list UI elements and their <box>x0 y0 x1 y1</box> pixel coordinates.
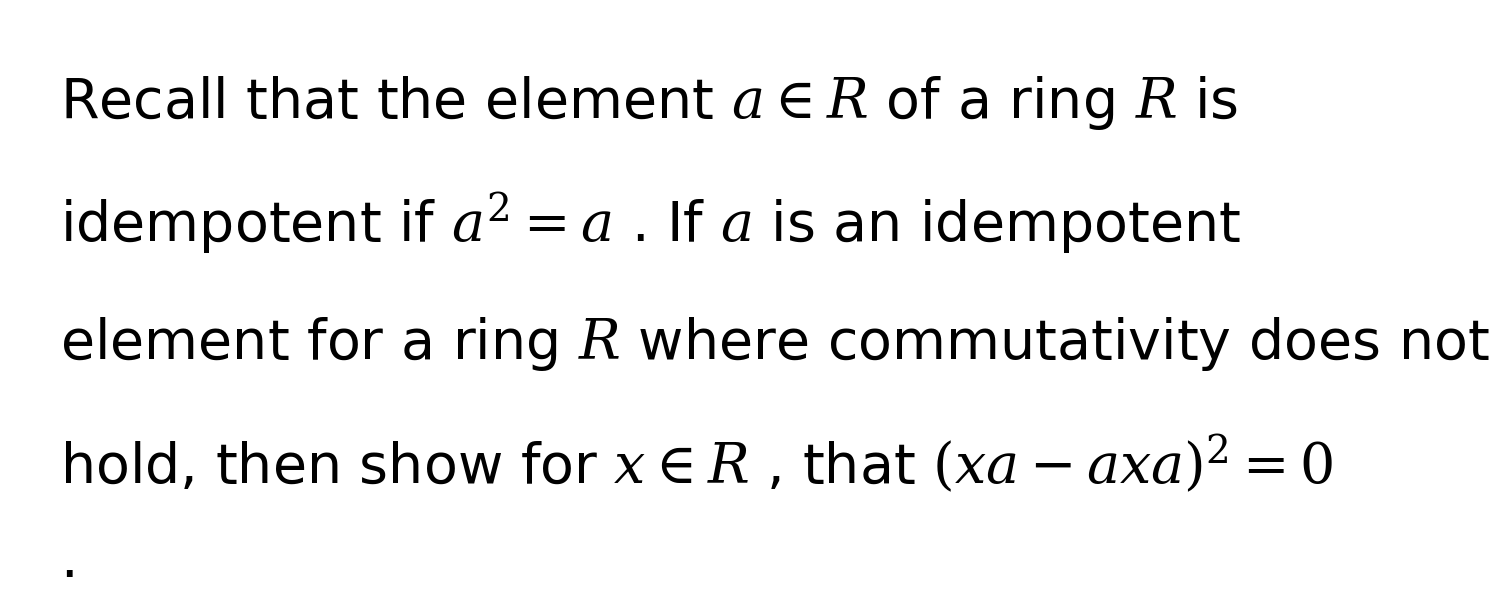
Text: idempotent if $a^2 = a$ . If $a$ is an idempotent: idempotent if $a^2 = a$ . If $a$ is an i… <box>60 190 1240 257</box>
Text: element for a ring $R$ where commutativity does not: element for a ring $R$ where commutativi… <box>60 315 1490 373</box>
Text: .: . <box>60 535 78 589</box>
Text: hold, then show for $x \in R$ , that $(xa - axa)^2 = 0$: hold, then show for $x \in R$ , that $(x… <box>60 434 1334 496</box>
Text: Recall that the element $a \in R$ of a ring $R$ is: Recall that the element $a \in R$ of a r… <box>60 74 1237 132</box>
